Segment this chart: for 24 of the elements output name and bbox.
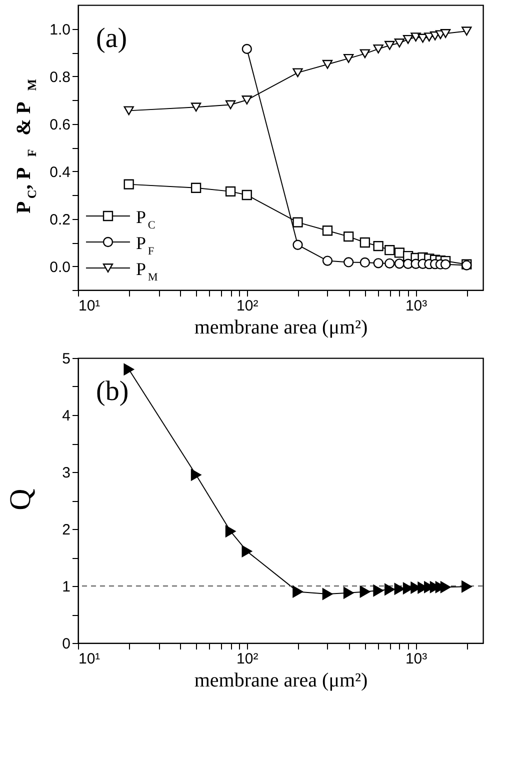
y-tick-label: 4: [62, 408, 70, 424]
y-tick-label: 0.8: [50, 68, 70, 86]
y-axis-title: Q: [4, 488, 37, 510]
y-tick-label: 5: [62, 350, 70, 368]
x-tick-label: 10¹: [78, 650, 100, 668]
y-tick-label: 0.4: [50, 164, 70, 181]
y-tick-label: 2: [62, 522, 70, 538]
y-tick-label: 1.0: [50, 21, 70, 38]
y-tick-label: 0: [62, 636, 70, 652]
x-axis-title: membrane area (μm²): [194, 670, 368, 692]
y-tick-label: 0.2: [50, 211, 70, 228]
annotation: (a): [96, 23, 128, 54]
annotation: (b): [96, 376, 129, 407]
x-axis-title: membrane area (μm²): [194, 316, 368, 338]
y-tick-label: 1: [62, 578, 70, 596]
y-tick-label: 0.6: [50, 116, 70, 134]
y-tick-label: 0.0: [50, 258, 70, 276]
x-tick-label: 10³: [405, 298, 428, 314]
y-tick-label: 3: [62, 464, 70, 482]
x-tick-label: 10²: [236, 298, 258, 314]
x-tick-label: 10²: [236, 650, 258, 668]
x-tick-label: 10¹: [78, 298, 100, 314]
x-tick-label: 10³: [405, 650, 428, 668]
y-axis-title: PC, PF & PM: [13, 78, 39, 214]
